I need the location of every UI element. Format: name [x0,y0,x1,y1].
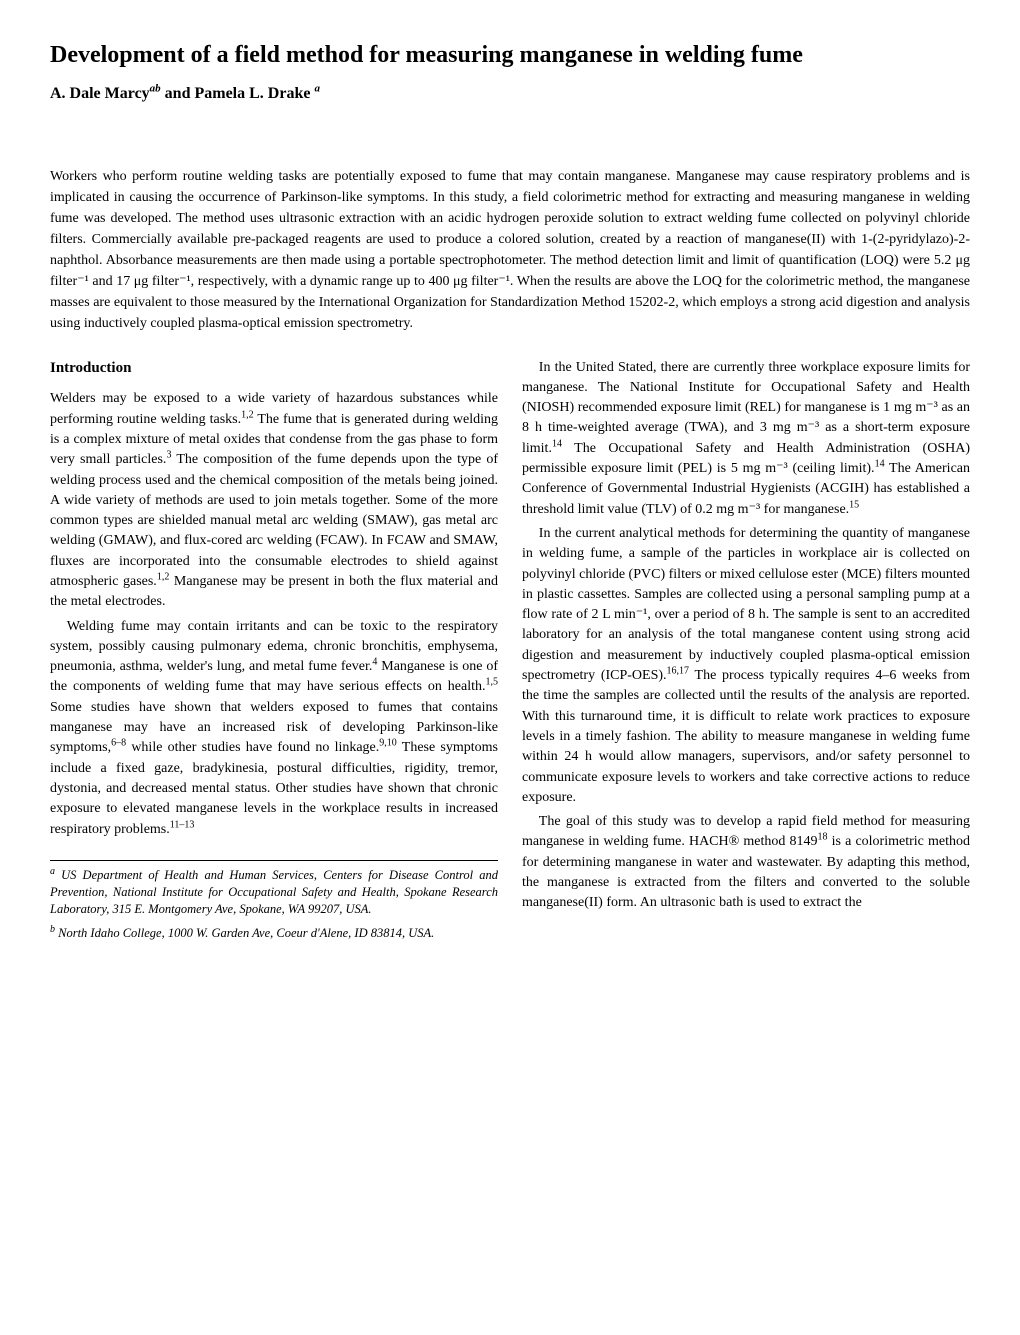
body-columns: Introduction Welders may be exposed to a… [50,358,970,943]
ref-6-8: 6–8 [111,738,126,749]
intro-para-5: The goal of this study was to develop a … [522,812,970,913]
author-conj: and Pamela L. Drake [161,85,315,102]
introduction-heading: Introduction [50,358,498,380]
text: The composition of the fume depends upon… [50,452,498,589]
author-1-affil: ab [150,83,161,95]
ref-1-5: 1,5 [486,677,499,688]
intro-para-2: Welding fume may contain irritants and c… [50,617,498,840]
text: while other studies have found no linkag… [126,740,379,755]
footnote-b: b North Idaho College, 1000 W. Garden Av… [50,925,498,942]
intro-para-1: Welders may be exposed to a wide variety… [50,389,498,612]
ref-14a: 14 [552,438,562,449]
paper-title: Development of a field method for measur… [50,40,970,71]
ref-15: 15 [849,499,859,510]
footnote-b-text: North Idaho College, 1000 W. Garden Ave,… [55,926,434,940]
abstract: Workers who perform routine welding task… [50,166,970,334]
intro-para-4: In the current analytical methods for de… [522,524,970,808]
footnote-a-text: US Department of Health and Human Servic… [50,868,498,916]
ref-9-10: 9,10 [379,738,397,749]
ref-14b: 14 [875,458,885,469]
author-2-affil: a [314,83,320,95]
intro-para-3: In the United Stated, there are currentl… [522,358,970,520]
ref-11-13: 11–13 [170,819,195,830]
text: In the current analytical methods for de… [522,526,970,683]
affiliation-footnotes: a US Department of Health and Human Serv… [50,860,498,943]
ref-1-2: 1,2 [241,409,254,420]
author-1: A. Dale Marcy [50,85,150,102]
authors-line: A. Dale Marcyab and Pamela L. Drake a [50,83,970,105]
text: The process typically requires 4–6 weeks… [522,668,970,805]
ref-16-17: 16,17 [667,665,690,676]
ref-1-2b: 1,2 [157,571,170,582]
footnote-a: a US Department of Health and Human Serv… [50,867,498,918]
ref-18: 18 [818,832,828,843]
